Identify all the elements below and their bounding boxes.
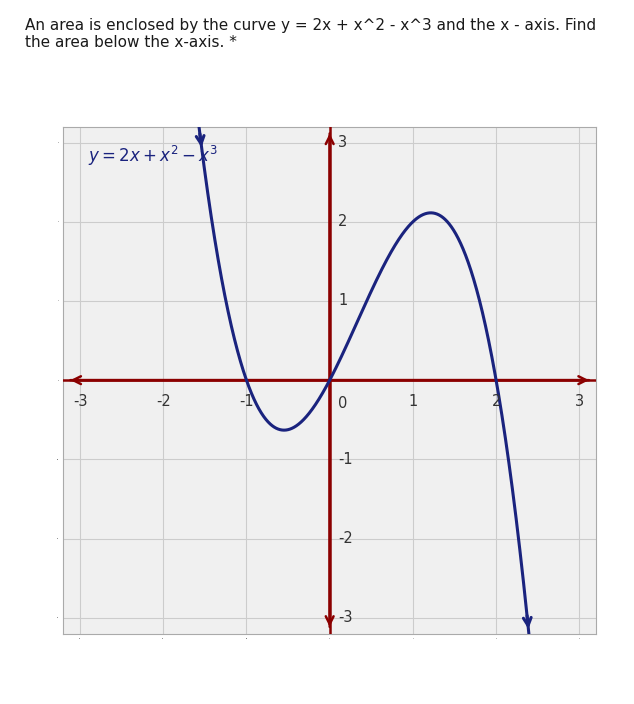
Text: -2: -2 [338,531,353,546]
Text: 2: 2 [338,214,347,230]
Text: 1: 1 [338,294,347,308]
Text: 0: 0 [338,396,347,411]
Text: 2: 2 [491,394,501,410]
Text: 3: 3 [575,394,584,410]
Text: -1: -1 [239,394,254,410]
Text: -3: -3 [73,394,87,410]
Text: -1: -1 [338,452,353,467]
Text: -3: -3 [338,610,353,625]
Text: -2: -2 [156,394,171,410]
Text: 1: 1 [408,394,418,410]
Text: 3: 3 [338,135,347,150]
Text: An area is enclosed by the curve y = 2x + x^2 - x^3 and the x - axis. Find
the a: An area is enclosed by the curve y = 2x … [25,18,597,50]
Text: $y = 2x + x^2 - x^3$: $y = 2x + x^2 - x^3$ [88,144,218,168]
